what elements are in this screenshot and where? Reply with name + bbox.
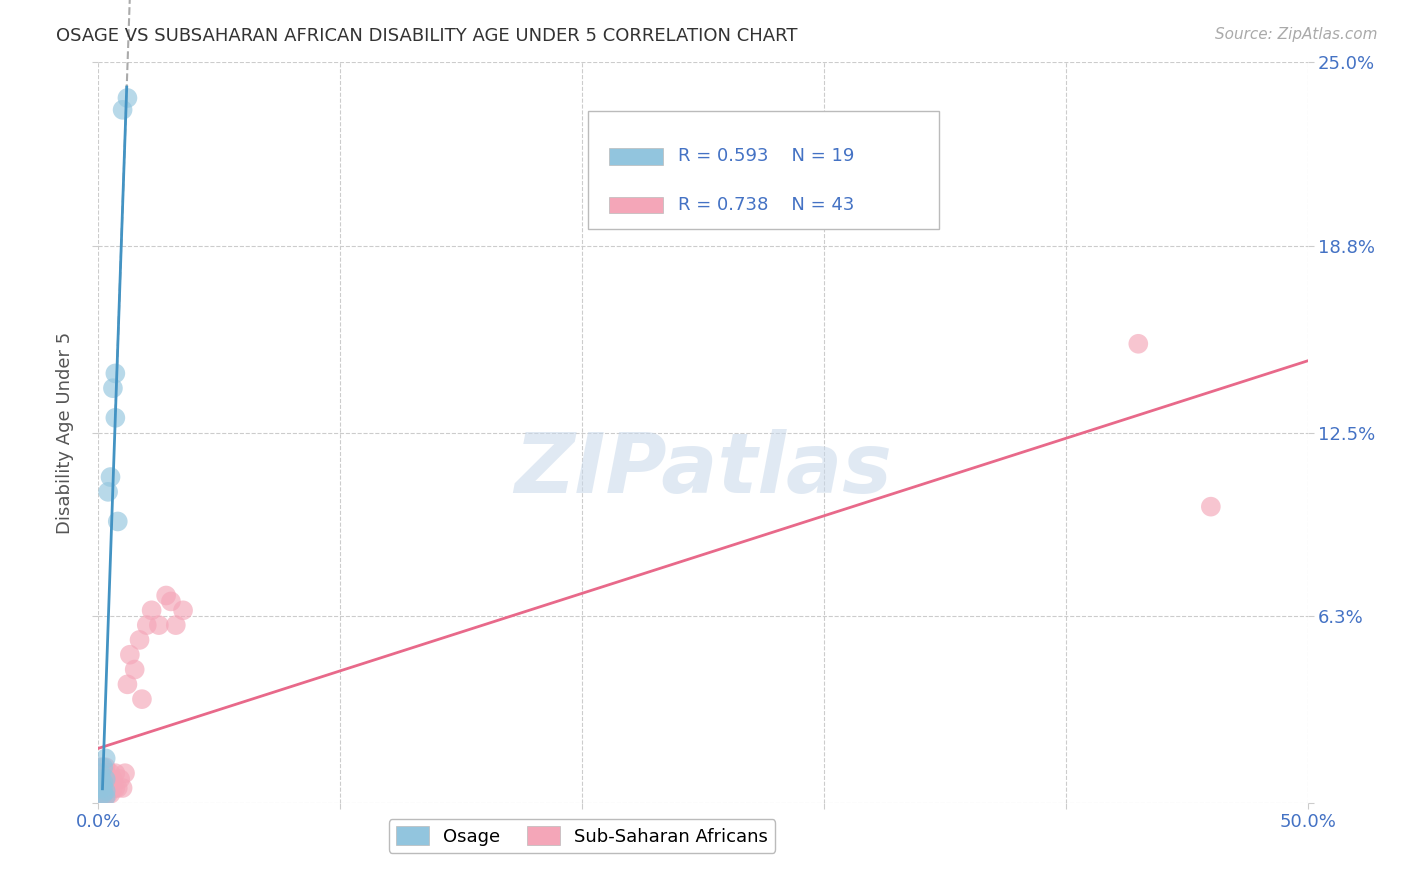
Point [90, 780, 112, 795]
Point [107, 780, 129, 795]
Point [90, 787, 112, 801]
Point [97, 772, 120, 786]
Point [97, 787, 120, 801]
Point [90, 760, 112, 774]
Point [100, 766, 122, 780]
Point [104, 367, 127, 381]
Legend: Osage, Sub-Saharan Africans: Osage, Sub-Saharan Africans [389, 819, 775, 853]
Text: Source: ZipAtlas.com: Source: ZipAtlas.com [1215, 27, 1378, 42]
Point [101, 780, 124, 795]
Point [91, 780, 114, 795]
Point [108, 772, 131, 786]
Point [94, 789, 117, 804]
Y-axis label: Disability Age Under 5: Disability Age Under 5 [56, 332, 75, 533]
Point [94, 760, 117, 774]
Point [91, 775, 114, 789]
Point [155, 589, 177, 603]
Point [94, 780, 117, 795]
Point [91, 787, 114, 801]
Point [90, 772, 112, 786]
Point [90, 780, 112, 795]
Point [94, 751, 117, 765]
Point [91, 775, 114, 789]
Point [101, 772, 124, 786]
Point [117, 677, 139, 691]
Point [107, 515, 129, 529]
Point [160, 594, 183, 608]
Point [148, 618, 170, 632]
Point [1199, 500, 1222, 514]
Point [124, 663, 146, 677]
FancyBboxPatch shape [588, 111, 939, 229]
Point [111, 103, 134, 117]
Text: R = 0.738    N = 43: R = 0.738 N = 43 [678, 196, 853, 214]
Point [94, 784, 117, 798]
Point [104, 780, 127, 795]
Point [135, 618, 157, 632]
Point [117, 91, 139, 105]
Point [111, 780, 134, 795]
Point [91, 766, 114, 780]
Text: OSAGE VS SUBSAHARAN AFRICAN DISABILITY AGE UNDER 5 CORRELATION CHART: OSAGE VS SUBSAHARAN AFRICAN DISABILITY A… [56, 27, 797, 45]
Text: R = 0.593    N = 19: R = 0.593 N = 19 [678, 147, 853, 165]
Point [94, 772, 117, 786]
Point [1128, 336, 1150, 351]
FancyBboxPatch shape [609, 197, 664, 213]
Point [100, 787, 122, 801]
Point [90, 766, 112, 780]
Point [104, 410, 127, 425]
Point [100, 780, 122, 795]
FancyBboxPatch shape [609, 148, 664, 165]
Point [114, 766, 136, 780]
Point [100, 470, 122, 484]
Point [94, 766, 117, 780]
Point [90, 772, 112, 786]
Point [101, 381, 124, 395]
Point [94, 787, 117, 801]
Point [94, 775, 117, 789]
Point [97, 780, 120, 795]
Point [172, 603, 194, 617]
Point [90, 775, 112, 789]
Point [131, 692, 153, 706]
Point [104, 766, 127, 780]
Point [128, 632, 150, 647]
Point [91, 787, 114, 801]
Point [91, 760, 114, 774]
Point [90, 766, 112, 780]
Text: ZIPatlas: ZIPatlas [515, 429, 891, 510]
Point [118, 648, 141, 662]
Point [91, 780, 114, 795]
Point [165, 618, 187, 632]
Point [141, 603, 163, 617]
Point [97, 484, 120, 499]
